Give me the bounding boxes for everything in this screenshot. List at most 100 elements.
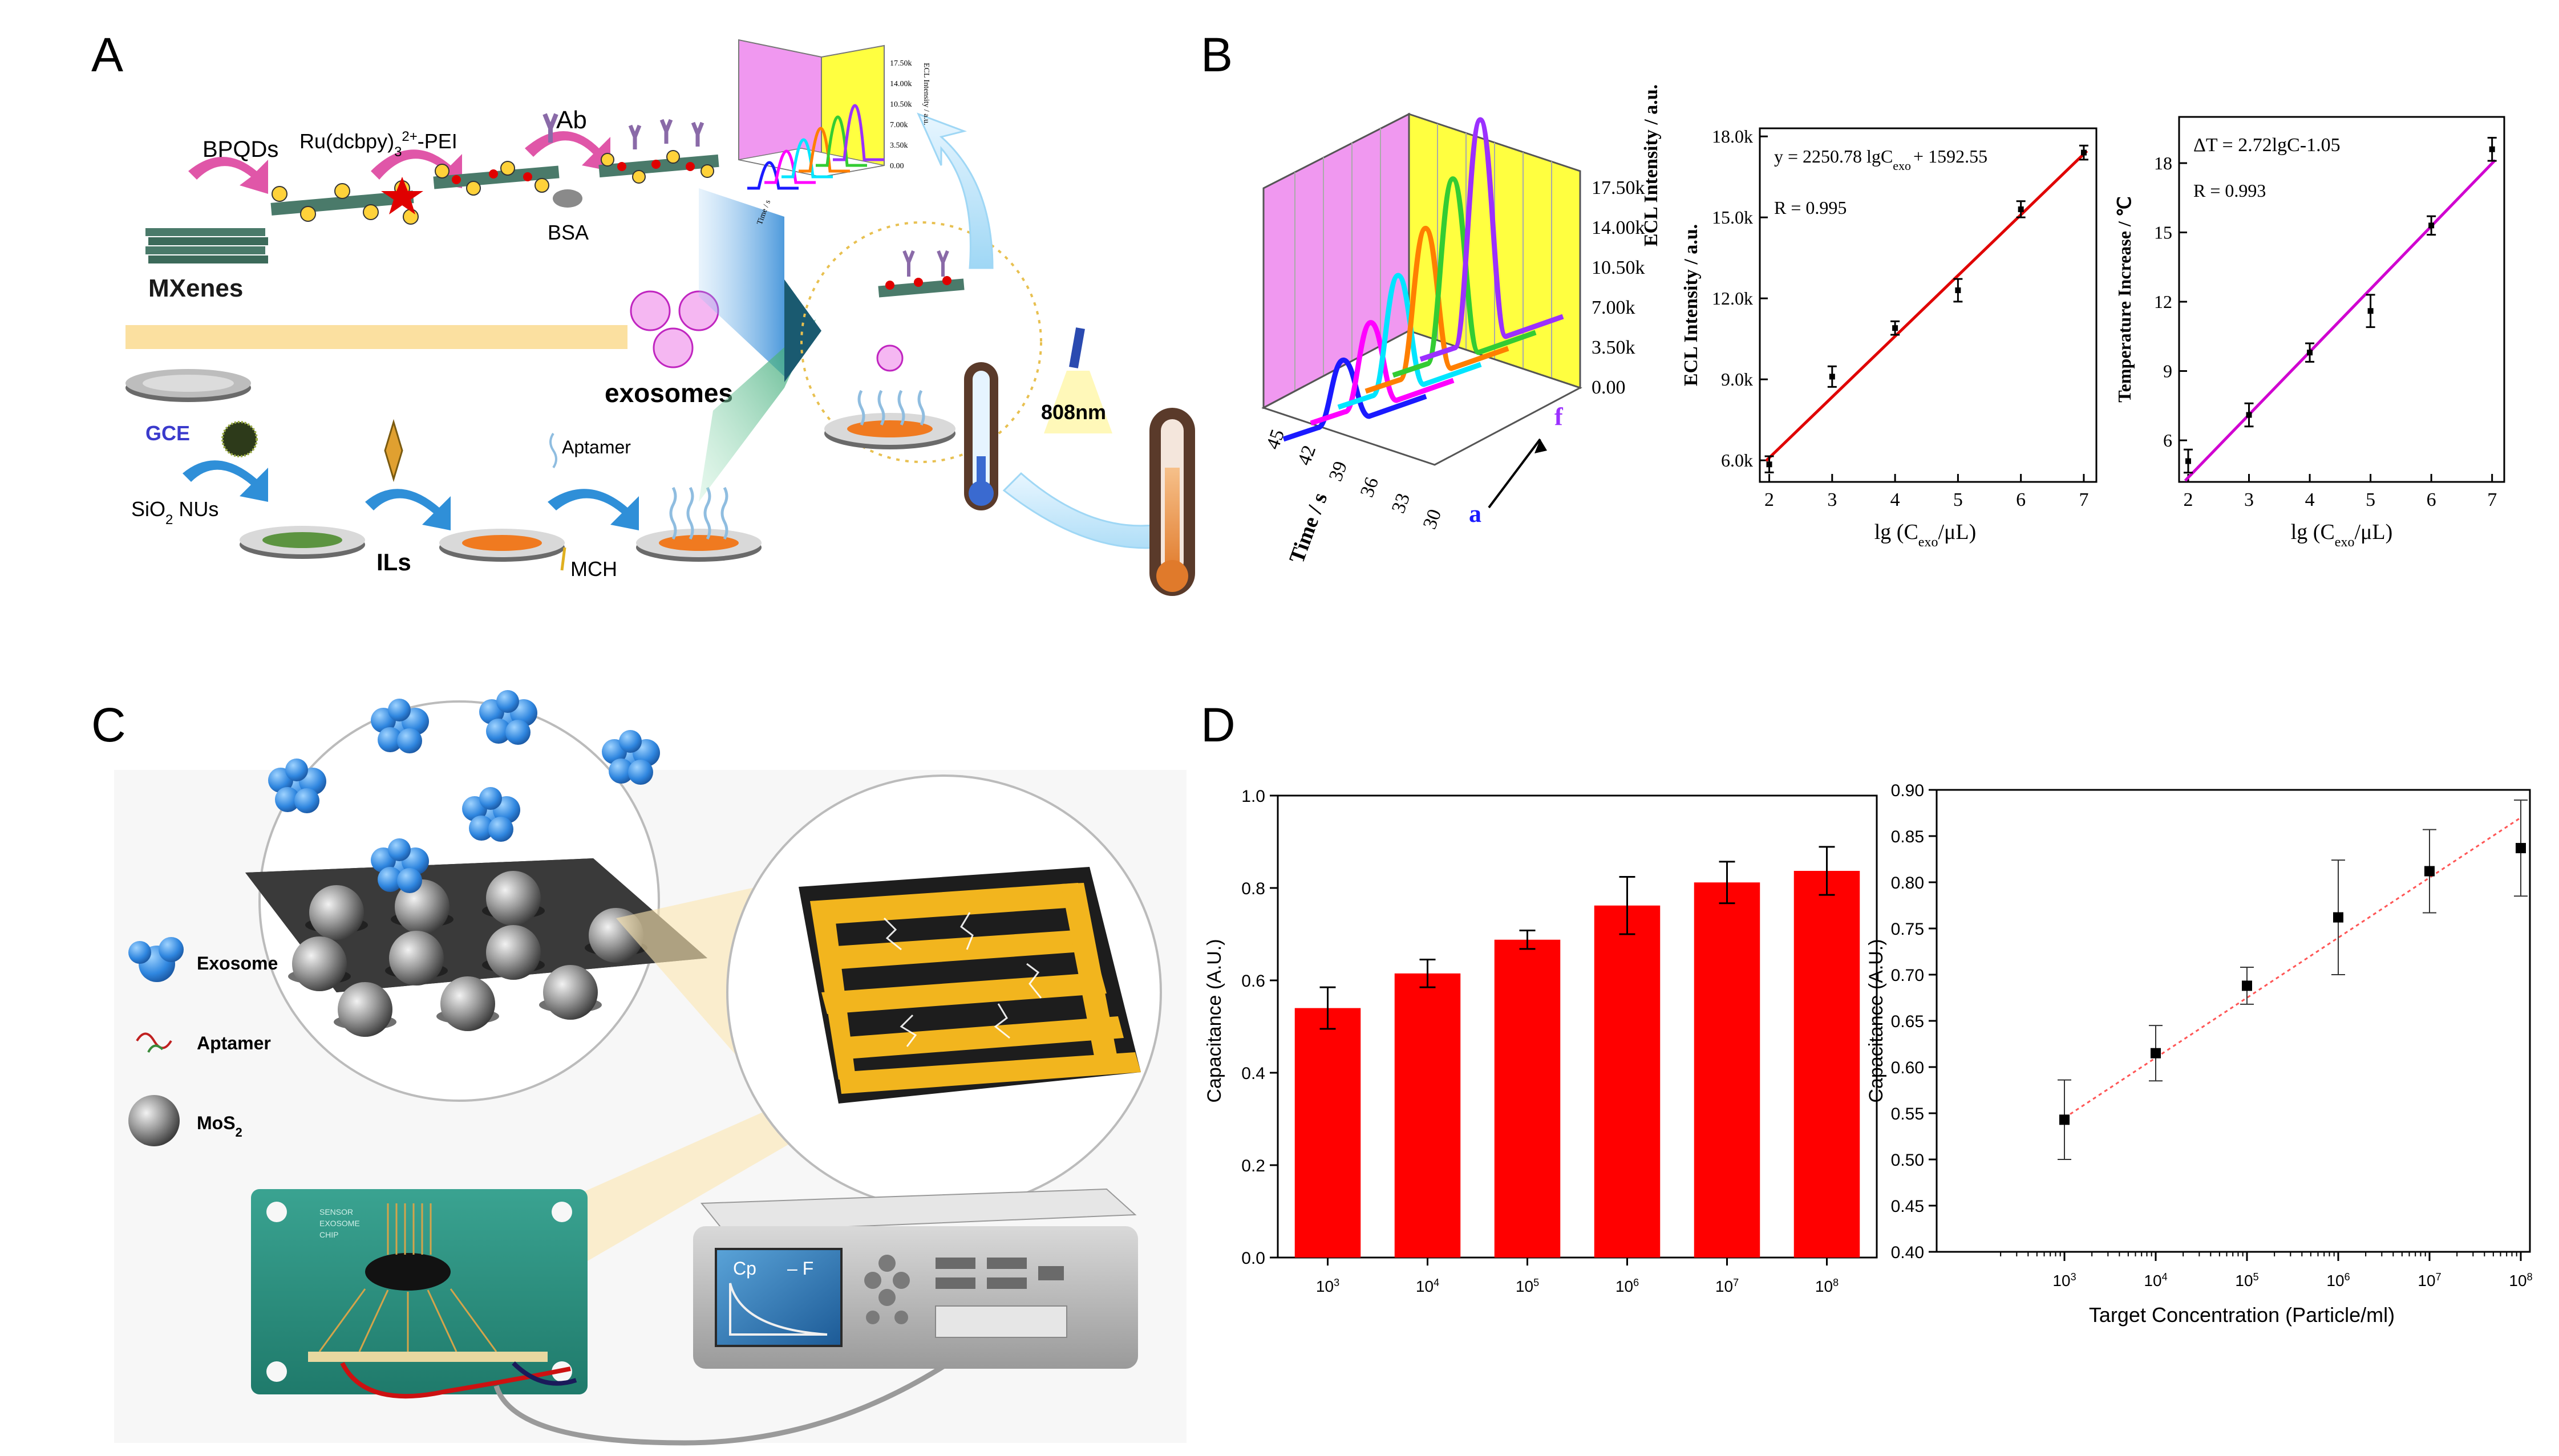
temp-equation: ΔT = 2.72lgC-1.05 [2193,135,2341,156]
waterfall-label-f: f [1554,403,1564,431]
x-tick-label: 106 [2326,1271,2350,1289]
exosome-vesicle [469,816,494,841]
x-tick-label: 6 [2427,489,2436,510]
legend-exosome: Exosome [128,937,278,982]
inset-ylabel: ECL Intensity / a.u. [922,63,930,125]
mos2-sphere [292,936,347,991]
dscatter-ylabel: Capacitance (A.U.) [1865,939,1887,1102]
thermometer-hot-icon [1149,408,1195,596]
ils-label: ILs [376,549,411,575]
x-tick-label: 3 [1827,489,1837,510]
sensor-board: SENSOR EXOSOME CHIP [251,1189,588,1394]
waterfall-xtick: 36 [1357,474,1383,500]
exosome-vesicle [496,690,519,713]
mos2-sphere [395,879,450,934]
laser-label: 808nm [1041,400,1106,424]
y-tick-label: 0.50 [1891,1151,1924,1170]
data-point [2059,1114,2070,1125]
x-tick-label: 7 [2487,489,2497,510]
scatter-frame [1936,789,2531,1253]
interdigitated-electrode [810,883,1141,1094]
inset-ytick: 7.00k [890,121,908,129]
thermometer-cold-icon [964,362,998,510]
fit-line [1765,149,2088,462]
waterfall-trace [1364,225,1509,394]
bar [1294,1008,1361,1258]
x-tick-label: 103 [1316,1277,1339,1295]
x-tick-label: 2 [2183,489,2193,510]
curved-arrow-up [917,112,994,269]
waterfall-ytick: 10.50k [1592,257,1645,278]
exosome-vesicle [378,867,403,892]
exosome-cluster [630,290,719,368]
exosomes-label: exosomes [605,378,733,408]
bar-frame [1277,794,1878,1259]
exosome-vesicle [479,787,502,810]
device-f: – F [787,1258,813,1279]
exosome-cluster [371,838,429,893]
dscatter-xlabel: Target Concentration (Particle/ml) [2089,1303,2395,1327]
waterfall-label-a: a [1469,500,1481,528]
inset-ytick: 0.00 [890,162,904,171]
exosome-vesicle [275,787,300,812]
y-tick-label: 0.80 [1891,874,1924,893]
ru-pei-label: Ru(dcbpy)32+-PEI [299,129,457,160]
ecl-r-value: R = 0.995 [1774,197,1847,218]
data-point [1892,325,1898,331]
data-point [2080,149,2087,156]
x-tick-label: 106 [1615,1277,1639,1295]
mos2-sphere [486,925,541,980]
exosome-vesicle [505,720,531,745]
waterfall-xtick: 42 [1294,443,1320,468]
ecl-equation: y = 2250.78 lgCexo + 1592.55 [1774,146,1987,173]
y-tick-label: 0.8 [1241,879,1265,898]
bar [1594,905,1661,1258]
exosome-vesicle [488,817,513,842]
x-tick-label: 5 [1953,489,1963,510]
y-tick-label: 0.90 [1891,781,1924,800]
mos2-sphere [389,931,444,985]
svg-text:Exosome: Exosome [197,953,278,974]
exosome-cluster [371,699,429,753]
exosome-vesicle [378,727,403,752]
y-tick-label: 0.40 [1891,1243,1924,1262]
exosome-vesicle [388,699,411,721]
mos2-sphere [440,976,495,1031]
waterfall-ytick: 17.50k [1592,177,1645,198]
bar [1394,973,1461,1258]
y-tick-label: 0.65 [1891,1012,1924,1031]
x-tick-label: 6 [2016,489,2026,510]
data-point [2018,206,2024,212]
panel-label-d: D [1201,698,1236,752]
y-tick-label: 12 [2154,291,2172,312]
waterfall-trace [1392,176,1537,378]
panel-d-scatter-chart: 0.40 0.45 0.50 0.55 0.60 0.65 0.70 0.75 0.80 0.85… [1865,781,2533,1327]
x-tick-label: 108 [2509,1271,2532,1289]
data-point [2242,980,2252,991]
y-tick-label: 0.85 [1891,828,1924,846]
quantum-dots-1 [272,180,419,225]
exosome-vesicle [619,730,642,753]
inset-waterfall: 17.50k 14.00k 10.50k 7.00k 3.50k 0.00 ECL Int… [738,39,930,226]
mos2-sphere [338,982,392,1037]
impedance-analyzer: Cp – F [693,1188,1138,1369]
y-tick-label: 6 [2163,430,2172,451]
y-tick-label: 0.0 [1241,1249,1265,1268]
exosome-vesicle [397,728,422,753]
exosome-vesicle [486,719,511,744]
mch-label: MCH [570,557,617,581]
waterfall-xtick: 33 [1388,490,1414,516]
arrow-bpqds [188,157,268,194]
data-point [2428,222,2435,229]
aptamer-strands [669,486,728,540]
exosome-vesicle [397,868,422,893]
data-point [2424,866,2435,877]
exosome-vesicle [285,759,308,781]
bpqds-label: BPQDs [203,137,278,162]
separator-bar [125,325,627,349]
exosome-vesicle [628,760,653,785]
inset-ytick: 17.50k [890,59,912,68]
device-cp: Cp [733,1258,756,1279]
x-tick-label: 104 [2144,1271,2167,1289]
x-tick-label: 107 [1715,1277,1739,1295]
